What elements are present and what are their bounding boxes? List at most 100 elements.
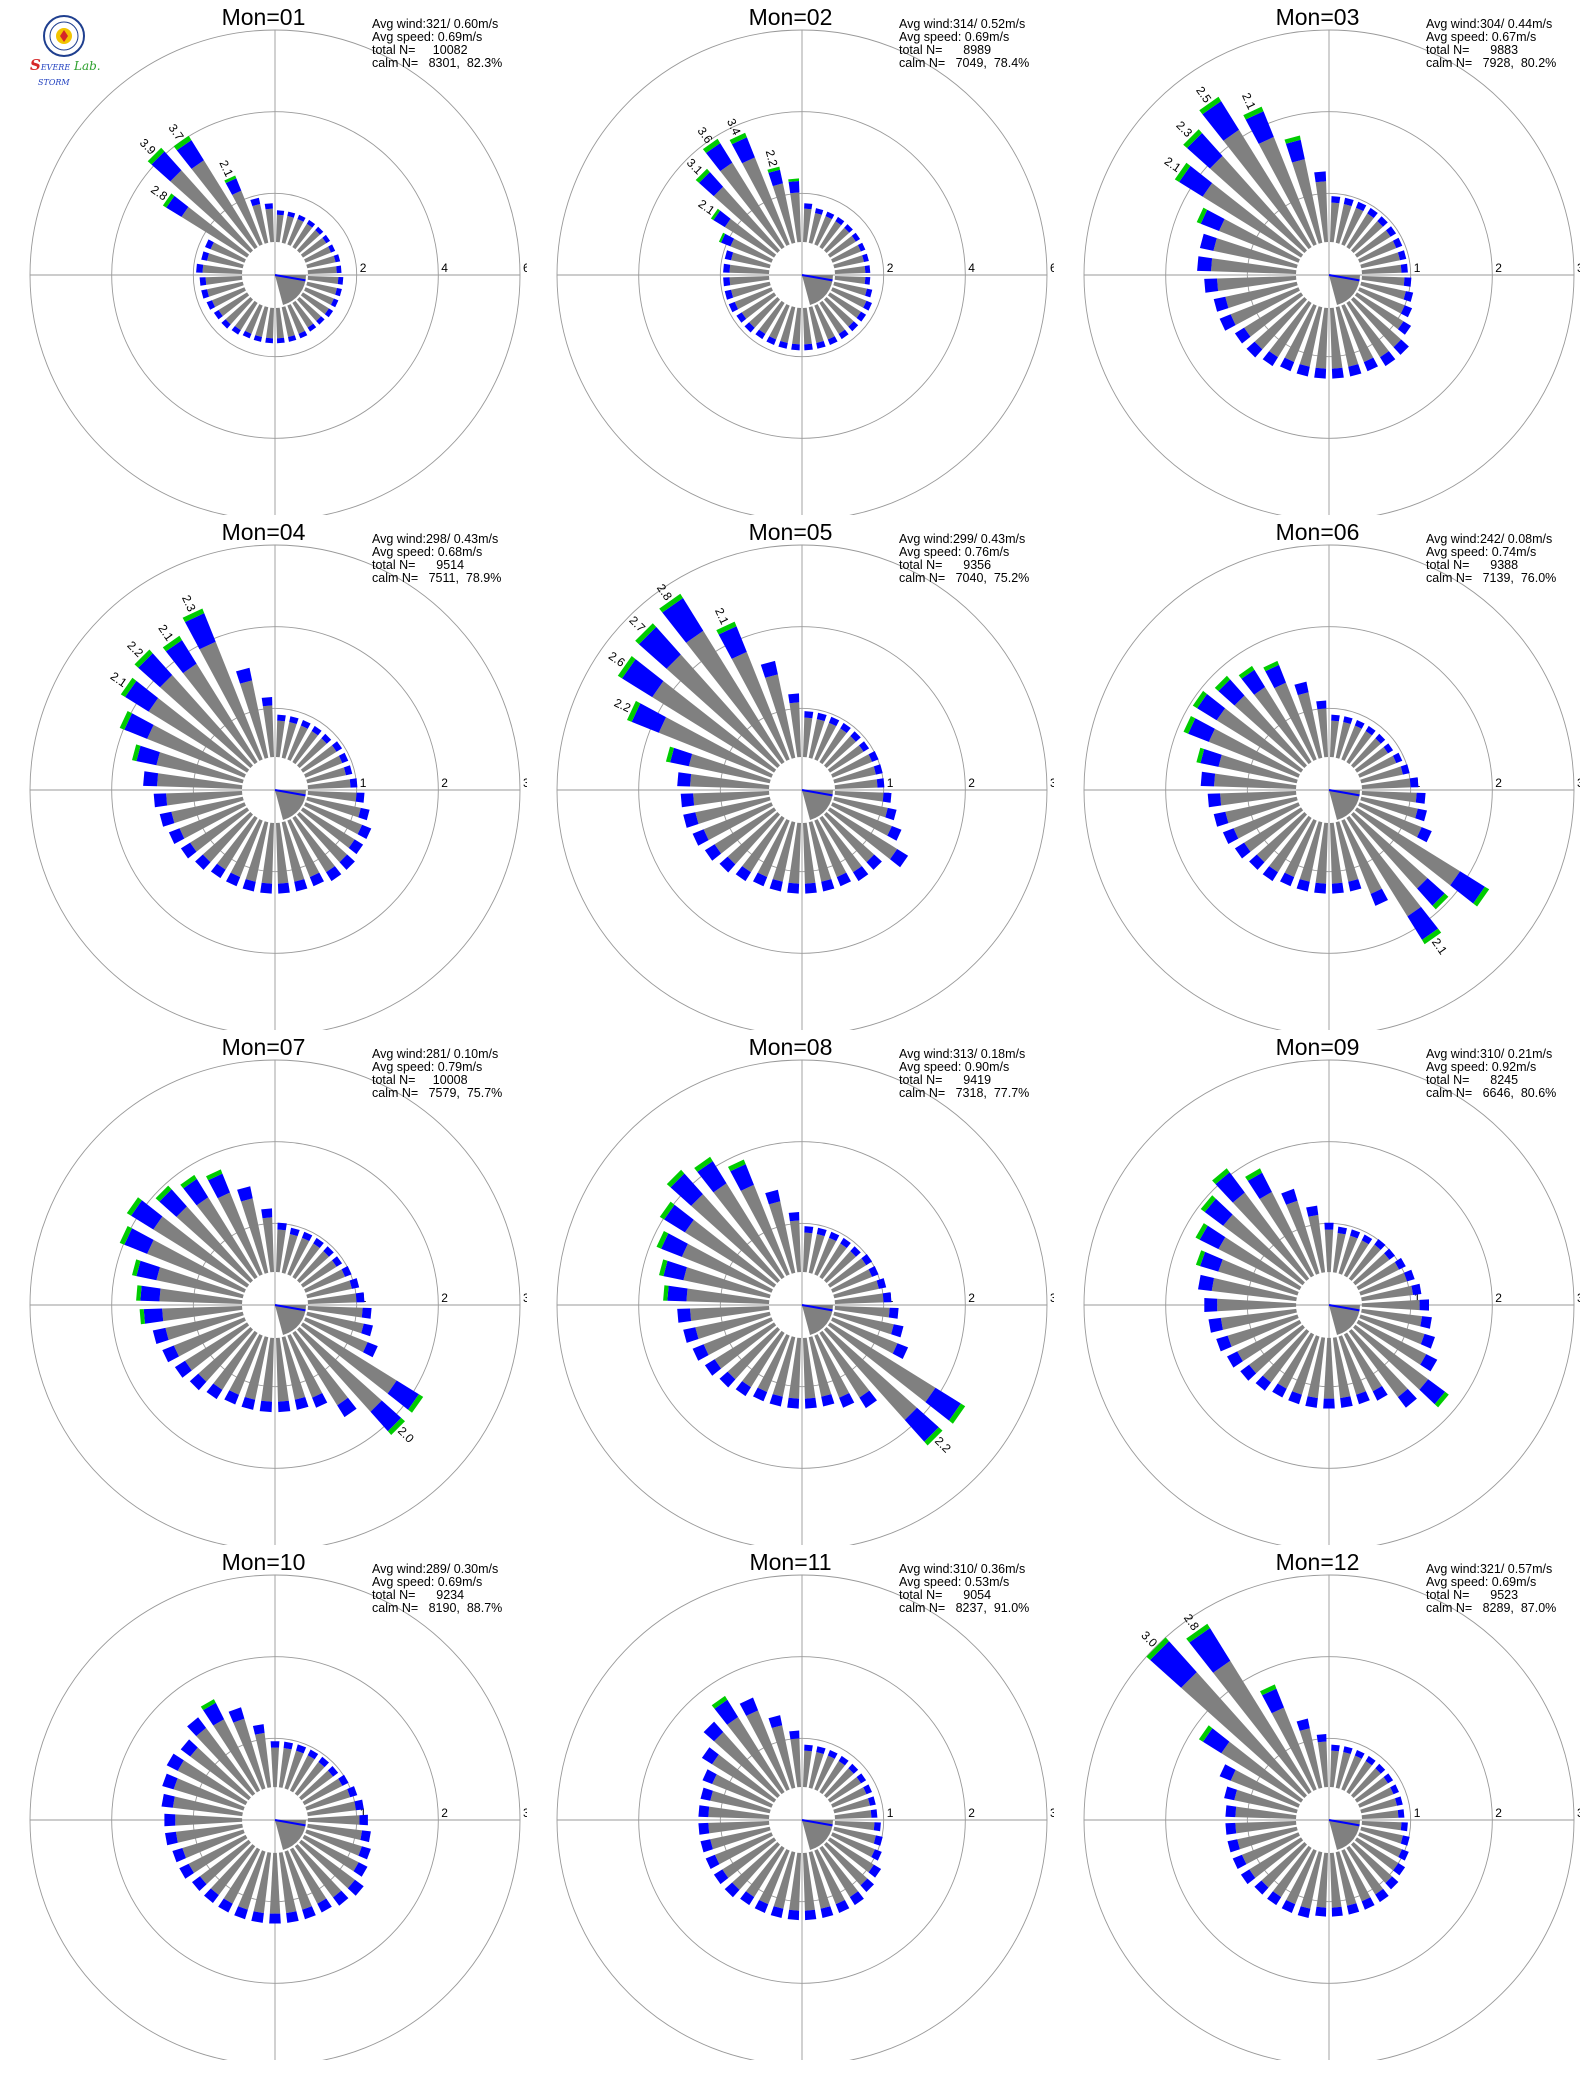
petal-segment-low [1351,812,1428,889]
petal-segment-mid [704,1359,722,1376]
petal-segment-mid [804,343,813,351]
petal-segment-mid [174,1360,192,1378]
petal [814,1231,840,1276]
petal [824,1246,861,1283]
petal-segment-low [166,791,243,806]
petal-segment-low [780,306,796,343]
petal-segment-mid [332,1256,343,1267]
petal: 3.4 [724,116,790,246]
petal-segment-mid [1331,714,1340,722]
polar-grid [29,1059,521,1545]
petal [226,819,263,887]
petal [705,1832,773,1869]
petal-segment-mid [736,312,747,323]
ring-tick-label: 1 [1414,261,1421,275]
petal-segment-low [1324,1229,1334,1273]
petal-segment-mid [692,1344,709,1361]
petal-segment-mid [337,277,344,285]
petal-segment-high [1174,162,1191,182]
petal-segment-mid [1417,878,1445,906]
petal-segment-mid [1216,1335,1232,1352]
petal-segment-mid [754,1900,769,1913]
petal-segment-low [1211,1278,1297,1302]
petal-segment-low [1361,791,1417,803]
petal-segment-mid [1234,842,1251,859]
stat-avg-wind: Avg wind:281/ 0.10m/s [372,1047,499,1061]
petal-segment-low [276,720,285,758]
lab-seal-icon [43,15,85,57]
panel-stats: Avg wind:310/ 0.21m/s Avg speed: 0.92m/s t… [1426,1048,1556,1100]
petal-segment-low [1353,1324,1429,1390]
petal [1222,802,1300,844]
petal-segment-low [1230,1769,1300,1808]
petal-segment-low [1330,822,1343,884]
petal-segment-low [834,276,866,284]
petal-segment-mid [203,1702,225,1726]
petal-segment-mid [136,745,160,766]
mean-wind-vector [274,789,306,797]
petal-segment-mid [863,1784,872,1795]
petal [827,807,909,868]
petal-segment-low [188,1834,248,1873]
petal-segment-low [722,1837,777,1878]
petal [694,1156,785,1280]
petal-segment-mid [363,1342,378,1358]
petal [803,1744,813,1788]
petal [1254,1842,1307,1895]
petal-segment-mid [242,330,252,339]
petal-segment-low [1262,1329,1310,1383]
petal [304,752,349,778]
petal-segment-mid [1314,367,1327,379]
petal-segment-low [300,237,327,258]
petal-segment-low [300,807,355,848]
petal-segment-low [1361,778,1411,789]
petal [276,307,285,344]
panel-stats: Avg wind:314/ 0.52m/s Avg speed: 0.69m/s t… [899,18,1029,70]
petal-segment-low [157,773,243,789]
petal-segment-low [788,1337,801,1399]
petal [834,791,892,803]
petal [304,1317,378,1358]
petal [831,1266,879,1293]
petal [1351,1842,1399,1890]
petal: 2.1 [1239,91,1317,246]
petal [1358,287,1413,318]
petal-segment-mid [226,872,241,887]
petal-segment-mid [1197,694,1226,721]
petal-segment-mid [753,1387,768,1402]
stat-avg-speed: Avg speed: 0.92m/s [1426,1060,1537,1074]
petal-segment-mid [1187,133,1223,169]
petal-segment-low [253,1852,272,1914]
petal-segment-low [294,1761,325,1796]
petal-segment-low [307,266,337,274]
petal-segment-mid [322,234,331,244]
petal-segment-low [307,276,339,284]
petal-segment-mid [816,1746,826,1754]
petal-segment-high [132,744,141,762]
petal-segment-mid [1356,1391,1370,1405]
petal-segment-low [1315,822,1328,884]
petal [665,746,771,784]
petal [683,1311,771,1343]
petal [1354,292,1412,335]
petal-segment-mid [864,277,871,285]
petal-segment-low [740,1184,790,1276]
petal-segment-mid [1350,1229,1361,1239]
petal [1296,1718,1323,1789]
petals: 2.2 [656,1156,966,1456]
petal [304,287,339,308]
petal-segment-mid [849,1891,864,1906]
petal-segment-mid [355,1292,365,1303]
petal-segment-mid [287,211,296,218]
petal [252,1724,272,1788]
petal-segment-mid [723,263,731,273]
petal-segment-low [1360,766,1403,784]
ring-tick-label: 1 [360,776,367,790]
petal [1330,196,1341,243]
petal-segment-low [708,1821,770,1834]
petal-segment-mid [159,811,175,827]
petal-segment-mid [1208,1317,1223,1333]
petal [1323,1337,1335,1409]
petal [242,304,263,339]
